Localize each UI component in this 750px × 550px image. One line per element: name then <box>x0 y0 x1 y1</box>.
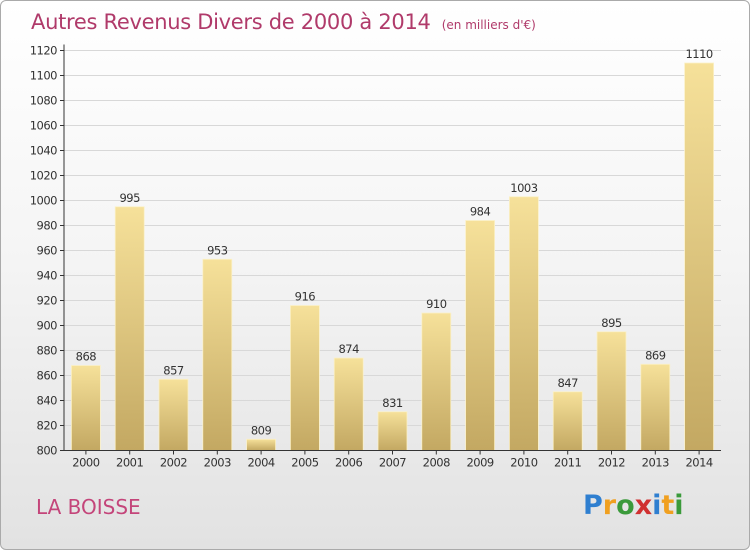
data-label: 953 <box>207 243 228 257</box>
bar <box>421 312 452 451</box>
x-tick-label: 2000 <box>72 456 99 470</box>
data-label: 1110 <box>685 47 712 61</box>
data-label: 868 <box>76 350 97 364</box>
data-label: 984 <box>470 205 491 219</box>
x-tick-label: 2014 <box>685 456 712 470</box>
y-tick-label: 1100 <box>30 69 57 83</box>
x-tick-label: 2008 <box>423 456 450 470</box>
bar <box>508 196 539 451</box>
bar <box>114 206 145 451</box>
bar <box>640 363 671 451</box>
y-tick-label: 1020 <box>30 169 57 183</box>
data-label: 910 <box>426 297 447 311</box>
y-tick-label: 880 <box>37 344 58 358</box>
bar <box>158 378 189 451</box>
y-tick-label: 920 <box>37 294 58 308</box>
y-tick-label: 960 <box>37 244 58 258</box>
bars: 868 995 857 953 809 916 874 831 910 984 1003 847 895… <box>71 47 714 451</box>
bar <box>465 220 496 451</box>
data-label: 1003 <box>510 181 537 195</box>
proxiti-logo[interactable]: Proxiti <box>583 490 684 521</box>
y-tick-label: 1000 <box>30 194 57 208</box>
data-label: 809 <box>251 423 272 437</box>
y-tick-label: 900 <box>37 319 58 333</box>
data-label: 831 <box>382 396 403 410</box>
x-tick-label: 2006 <box>335 456 362 470</box>
data-label: 869 <box>645 348 666 362</box>
x-tick-label: 2002 <box>160 456 187 470</box>
logo-letter: i <box>674 490 684 521</box>
x-tick-label: 2009 <box>466 456 493 470</box>
x-tick-label: 2001 <box>116 456 143 470</box>
chart-unit-label: (en milliers d'€) <box>441 18 536 32</box>
logo-letter: r <box>602 490 617 521</box>
bar <box>596 331 627 451</box>
x-tick-label: 2004 <box>247 456 274 470</box>
title-row: Autres Revenus Divers de 2000 à 2014 (en… <box>31 10 536 34</box>
data-label: 857 <box>163 363 184 377</box>
y-tick-label: 1040 <box>30 144 57 158</box>
bar <box>333 357 364 451</box>
logo-letter: x <box>634 490 653 521</box>
y-tick-label: 800 <box>37 444 58 458</box>
data-label: 874 <box>338 342 359 356</box>
axes: 800 820 840 860 880 900 920 940 960 980 1000 1020 10… <box>30 44 721 470</box>
x-tick-label: 2007 <box>379 456 406 470</box>
logo-letter: o <box>616 490 635 521</box>
y-tick-label: 1120 <box>30 44 57 58</box>
x-tick-label: 2011 <box>554 456 581 470</box>
y-tick-label: 820 <box>37 419 58 433</box>
data-label: 995 <box>119 191 140 205</box>
y-tick-label: 1080 <box>30 94 57 108</box>
y-tick-label: 940 <box>37 269 58 283</box>
bar <box>202 258 233 451</box>
logo-letter: P <box>583 490 603 521</box>
bar <box>246 438 277 451</box>
x-tick-label: 2013 <box>642 456 669 470</box>
bar <box>684 62 714 451</box>
bar <box>552 391 583 451</box>
bar <box>289 305 320 451</box>
y-tick-label: 840 <box>37 394 58 408</box>
x-tick-label: 2010 <box>510 456 537 470</box>
x-tick-label: 2003 <box>204 456 231 470</box>
chart-title: Autres Revenus Divers de 2000 à 2014 <box>31 10 431 34</box>
data-label: 847 <box>557 376 578 390</box>
logo-letter: t <box>661 490 675 521</box>
commune-name: LA BOISSE <box>36 495 141 519</box>
data-label: 895 <box>601 316 622 330</box>
y-tick-label: 980 <box>37 219 58 233</box>
logo-letter: i <box>652 490 662 521</box>
data-label: 916 <box>295 290 316 304</box>
x-tick-label: 2012 <box>598 456 625 470</box>
y-tick-label: 860 <box>37 369 58 383</box>
bar <box>377 411 408 451</box>
x-tick-label: 2005 <box>291 456 318 470</box>
y-tick-label: 1060 <box>30 119 57 133</box>
bar <box>71 365 101 451</box>
